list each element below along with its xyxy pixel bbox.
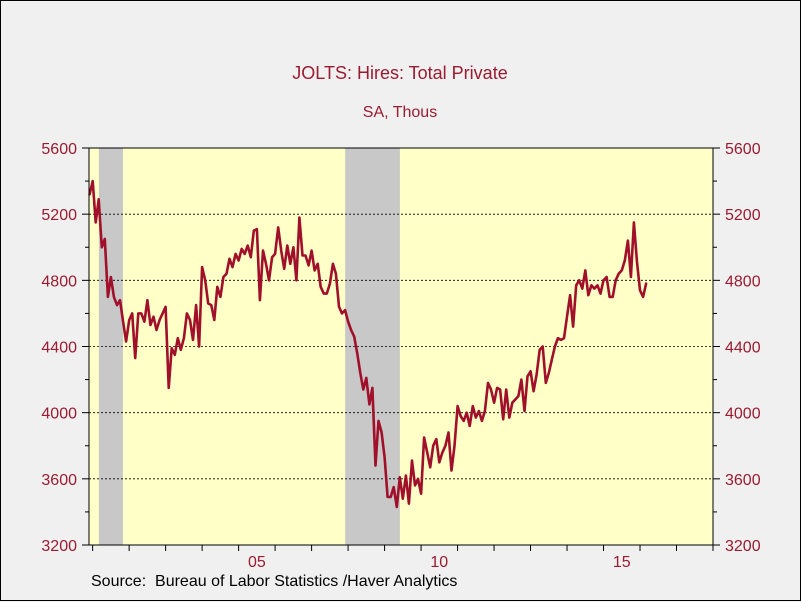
y-tick-label-left: 4800 bbox=[41, 273, 77, 290]
chart-title: JOLTS: Hires: Total Private bbox=[292, 63, 507, 83]
y-tick-label-right: 3200 bbox=[725, 538, 761, 555]
y-tick-label-right: 4000 bbox=[725, 406, 761, 423]
y-tick-label-left: 5600 bbox=[41, 141, 77, 158]
series-line-hires bbox=[88, 179, 648, 509]
y-tick-label-right: 3600 bbox=[725, 472, 761, 489]
y-tick-label-right: 5200 bbox=[725, 207, 761, 224]
series-layer bbox=[88, 179, 648, 509]
x-tick-label-15: 15 bbox=[613, 554, 631, 571]
y-tick-label-left: 4000 bbox=[41, 406, 77, 423]
axes: 3200 3200 3600 3600 4000 4000 4400 4400 4800 4800… bbox=[41, 141, 760, 571]
y-tick-label-left: 3200 bbox=[41, 538, 77, 555]
gridlines bbox=[89, 213, 713, 480]
y-tick-label-right: 5600 bbox=[725, 141, 761, 158]
source-note: Source: Bureau of Labor Statistics /Have… bbox=[91, 573, 458, 590]
x-tick-label-10: 10 bbox=[430, 554, 448, 571]
y-tick-label-left: 3600 bbox=[41, 472, 77, 489]
x-tick-label-05: 05 bbox=[248, 554, 266, 571]
y-tick-label-right: 4400 bbox=[725, 340, 761, 357]
chart-subtitle: SA, Thous bbox=[363, 104, 437, 121]
y-tick-label-left: 4400 bbox=[41, 340, 77, 357]
y-tick-label-left: 5200 bbox=[41, 207, 77, 224]
y-tick-label-right: 4800 bbox=[725, 273, 761, 290]
